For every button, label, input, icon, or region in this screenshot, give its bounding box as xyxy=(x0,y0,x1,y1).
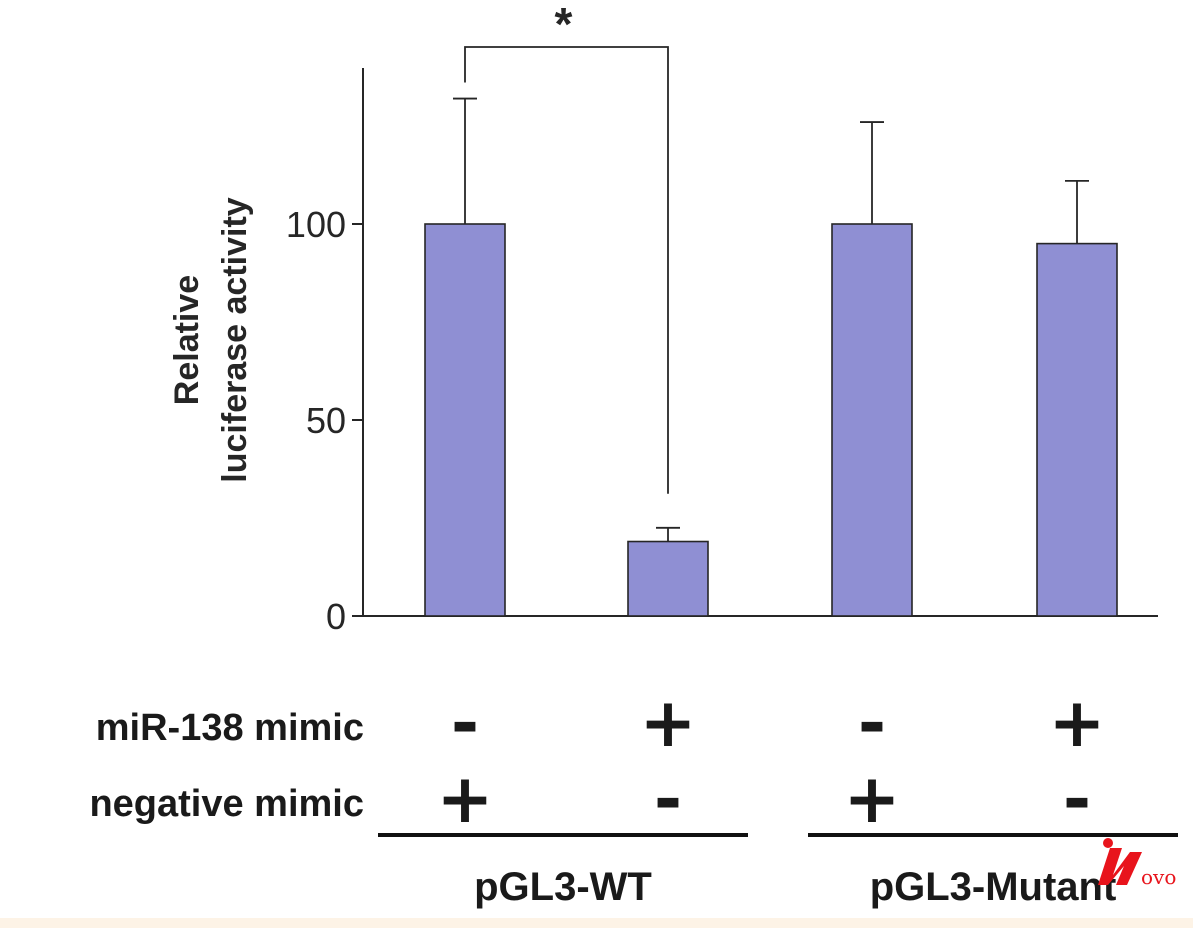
y-tick-label: 100 xyxy=(286,204,346,245)
y-axis-title-line-1: Relative xyxy=(168,275,206,405)
y-tick-label: 50 xyxy=(306,400,346,441)
significance-bracket xyxy=(464,46,669,494)
group-label-1: pGL3-WT xyxy=(474,865,652,909)
watermark-text: ovo xyxy=(1141,865,1176,889)
condition-sign-row-2-col-3: + xyxy=(844,760,901,839)
condition-sign-row-1-col-1: - xyxy=(451,684,479,763)
group-label-2: pGL3-Mutant xyxy=(870,865,1117,909)
condition-sign-row-2-col-4: - xyxy=(1063,760,1091,839)
y-axis-title-line-2: luciferase activity xyxy=(216,197,254,482)
condition-sign-row-1-col-3: - xyxy=(858,684,886,763)
condition-label-row-1: miR-138 mimic xyxy=(96,707,364,749)
watermark-logo-mark xyxy=(1098,848,1142,885)
bar-2 xyxy=(627,540,709,617)
condition-sign-row-2-col-2: - xyxy=(654,760,682,839)
condition-sign-row-1-col-4: + xyxy=(1049,684,1106,763)
condition-sign-row-1-col-2: + xyxy=(640,684,697,763)
page-footer-strip xyxy=(0,918,1193,928)
significance-star: * xyxy=(555,0,573,50)
y-tick-label: 0 xyxy=(326,596,346,637)
bar-1 xyxy=(424,223,506,617)
watermark-logo-dot xyxy=(1103,838,1113,848)
condition-label-row-2: negative mimic xyxy=(89,783,364,825)
bar-3 xyxy=(831,223,913,617)
condition-sign-row-2-col-1: + xyxy=(437,760,494,839)
bar-4 xyxy=(1036,242,1118,617)
